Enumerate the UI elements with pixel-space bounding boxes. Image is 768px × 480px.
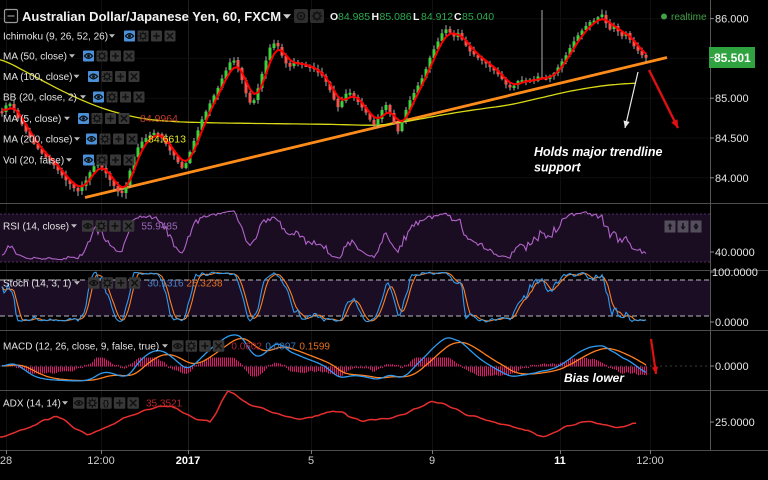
svg-text:100.0000: 100.0000 [712,267,758,279]
svg-text:84.912: 84.912 [421,11,453,23]
svg-text:ADX (14, 14): ADX (14, 14) [3,399,61,410]
svg-text:84.985: 84.985 [338,11,370,23]
svg-text:5: 5 [308,455,314,467]
svg-text:MA (50, close): MA (50, close) [3,52,67,63]
svg-text:84.000: 84.000 [715,173,749,185]
svg-text:12:00: 12:00 [636,455,664,467]
svg-text:12:00: 12:00 [87,455,115,467]
svg-text:L: L [413,11,420,23]
svg-text:BB (20, close, 2): BB (20, close, 2) [3,93,77,104]
svg-text:55.9485: 55.9485 [141,222,178,233]
svg-text:0.0997: 0.0997 [265,342,296,353]
svg-text:40.0000: 40.0000 [715,247,755,259]
svg-text:support: support [534,161,581,175]
svg-text:85.086: 85.086 [380,11,412,23]
svg-text:0.1599: 0.1599 [299,342,330,353]
svg-text:85.501: 85.501 [714,51,751,65]
svg-text:RSI (14, close): RSI (14, close) [3,222,69,233]
svg-text:2017: 2017 [176,455,200,467]
svg-text:Stoch (14, 3, 1): Stoch (14, 3, 1) [3,279,71,290]
svg-text:84.9964: 84.9964 [140,113,178,125]
svg-text:Australian Dollar/Japanese Yen: Australian Dollar/Japanese Yen, 60, FXCM [22,9,281,24]
svg-text:O: O [330,11,338,23]
svg-text:26.3238: 26.3238 [186,279,223,290]
svg-text:MA (200, close): MA (200, close) [3,135,72,146]
svg-text:35.3521: 35.3521 [146,399,183,410]
svg-text:85.040: 85.040 [462,11,494,23]
svg-text:0.0000: 0.0000 [715,361,749,373]
svg-text:0.0000: 0.0000 [715,317,749,329]
svg-text:30.1316: 30.1316 [147,279,184,290]
svg-text:85.000: 85.000 [715,93,749,105]
svg-text:MA (5, close): MA (5, close) [3,114,61,125]
svg-text:Ichimoku (9, 26, 52, 26): Ichimoku (9, 26, 52, 26) [3,32,108,43]
svg-text:MA (100, close): MA (100, close) [3,72,72,83]
svg-text:H: H [372,11,380,23]
svg-text:Bias lower: Bias lower [564,371,625,385]
svg-text:9: 9 [429,455,435,467]
svg-text:84.500: 84.500 [715,133,749,145]
svg-text:Holds major trendline: Holds major trendline [534,145,663,159]
svg-text:86.000: 86.000 [715,14,749,26]
svg-text:25.0000: 25.0000 [715,417,755,429]
svg-text:28: 28 [0,455,12,467]
svg-text:C: C [454,11,462,23]
svg-text:0.0602: 0.0602 [231,342,262,353]
svg-text:11: 11 [554,455,566,467]
svg-text:{}: {} [103,398,110,408]
svg-text:84.6613: 84.6613 [148,134,186,146]
svg-text:Vol (20, false): Vol (20, false) [3,156,64,167]
svg-text:MACD (12, 26, close, 9, false,: MACD (12, 26, close, 9, false, true) [3,342,159,353]
svg-text:realtime: realtime [671,12,707,23]
